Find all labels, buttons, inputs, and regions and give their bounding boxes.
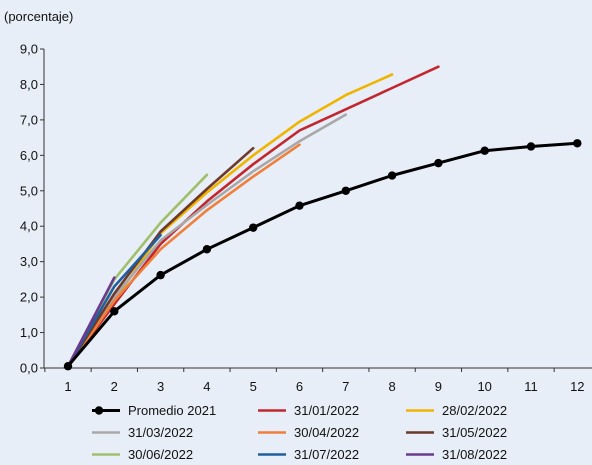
series-line-3 (66, 113, 348, 368)
series-point (249, 223, 258, 232)
legend-item: Promedio 2021 (92, 403, 216, 418)
x-tick-label: 8 (388, 379, 395, 394)
x-tick-label: 4 (203, 379, 210, 394)
x-tick-label: 11 (524, 379, 538, 394)
series-point (387, 171, 397, 180)
series-point (202, 245, 212, 254)
y-tick-label: 1,0 (20, 325, 38, 340)
y-tick-label: 0,0 (20, 361, 38, 376)
series-point (63, 362, 73, 371)
series-point (156, 270, 165, 280)
series-point (573, 139, 582, 148)
y-tick-label: 5,0 (20, 183, 38, 198)
legend-marker (94, 406, 104, 415)
x-tick-label: 5 (250, 379, 257, 394)
legend-item: 30/04/2022 (258, 425, 359, 440)
legend-label: 28/02/2022 (442, 403, 507, 418)
x-tick-label: 7 (342, 379, 349, 394)
legend-label: 31/03/2022 (128, 425, 193, 440)
legend: Promedio 2021 31/01/2022 28/02/2022 31/03/2… (92, 403, 507, 462)
x-tick-label: 6 (296, 379, 303, 394)
y-tick-label: 7,0 (20, 112, 38, 127)
x-tick-label: 2 (111, 379, 118, 394)
y-tick-label: 4,0 (20, 219, 38, 234)
legend-label: 31/05/2022 (442, 425, 507, 440)
x-tick-label: 12 (570, 379, 584, 394)
y-unit-label: (porcentaje) (4, 9, 73, 24)
x-tick-label: 1 (64, 379, 71, 394)
legend-label: 30/06/2022 (128, 447, 193, 462)
series-point (434, 158, 443, 168)
series-line-8 (66, 276, 116, 368)
series-line-1 (66, 65, 440, 368)
legend-item: 30/06/2022 (92, 447, 193, 462)
legend-item: 31/03/2022 (92, 425, 193, 440)
y-tick-label: 3,0 (20, 254, 38, 269)
legend-label: 31/07/2022 (294, 447, 359, 462)
y-tick-label: 9,0 (20, 42, 38, 57)
series-point (110, 307, 119, 316)
y-tick-label: 8,0 (20, 77, 38, 92)
y-tick-label: 2,0 (20, 290, 38, 305)
legend-item: 31/07/2022 (258, 447, 359, 462)
legend-label: Promedio 2021 (128, 403, 216, 418)
legend-label: 30/04/2022 (294, 425, 359, 440)
x-tick-label: 3 (157, 379, 164, 394)
series-line-2 (66, 73, 394, 368)
series-line-4 (66, 143, 301, 368)
axes: 0,01,02,03,04,05,06,07,08,09,01 2 3 4 5 6 7 8 9 1… (20, 42, 592, 394)
legend-label: 31/01/2022 (294, 403, 359, 418)
series-point (526, 142, 536, 151)
series-lines (63, 65, 582, 371)
legend-item: 31/01/2022 (258, 403, 359, 418)
series-point (341, 186, 350, 195)
legend-item: 31/08/2022 (406, 447, 507, 462)
series-point (480, 146, 489, 155)
series-line-5 (66, 146, 255, 368)
y-tick-label: 6,0 (20, 148, 38, 163)
series-point (295, 201, 304, 210)
legend-item: 31/05/2022 (406, 425, 507, 440)
legend-label: 31/08/2022 (442, 447, 507, 462)
x-tick-label: 9 (435, 379, 442, 394)
series-line-7 (66, 233, 162, 368)
x-tick-label: 10 (477, 379, 491, 394)
series-line-0 (66, 141, 579, 368)
legend-item: 28/02/2022 (406, 403, 507, 418)
